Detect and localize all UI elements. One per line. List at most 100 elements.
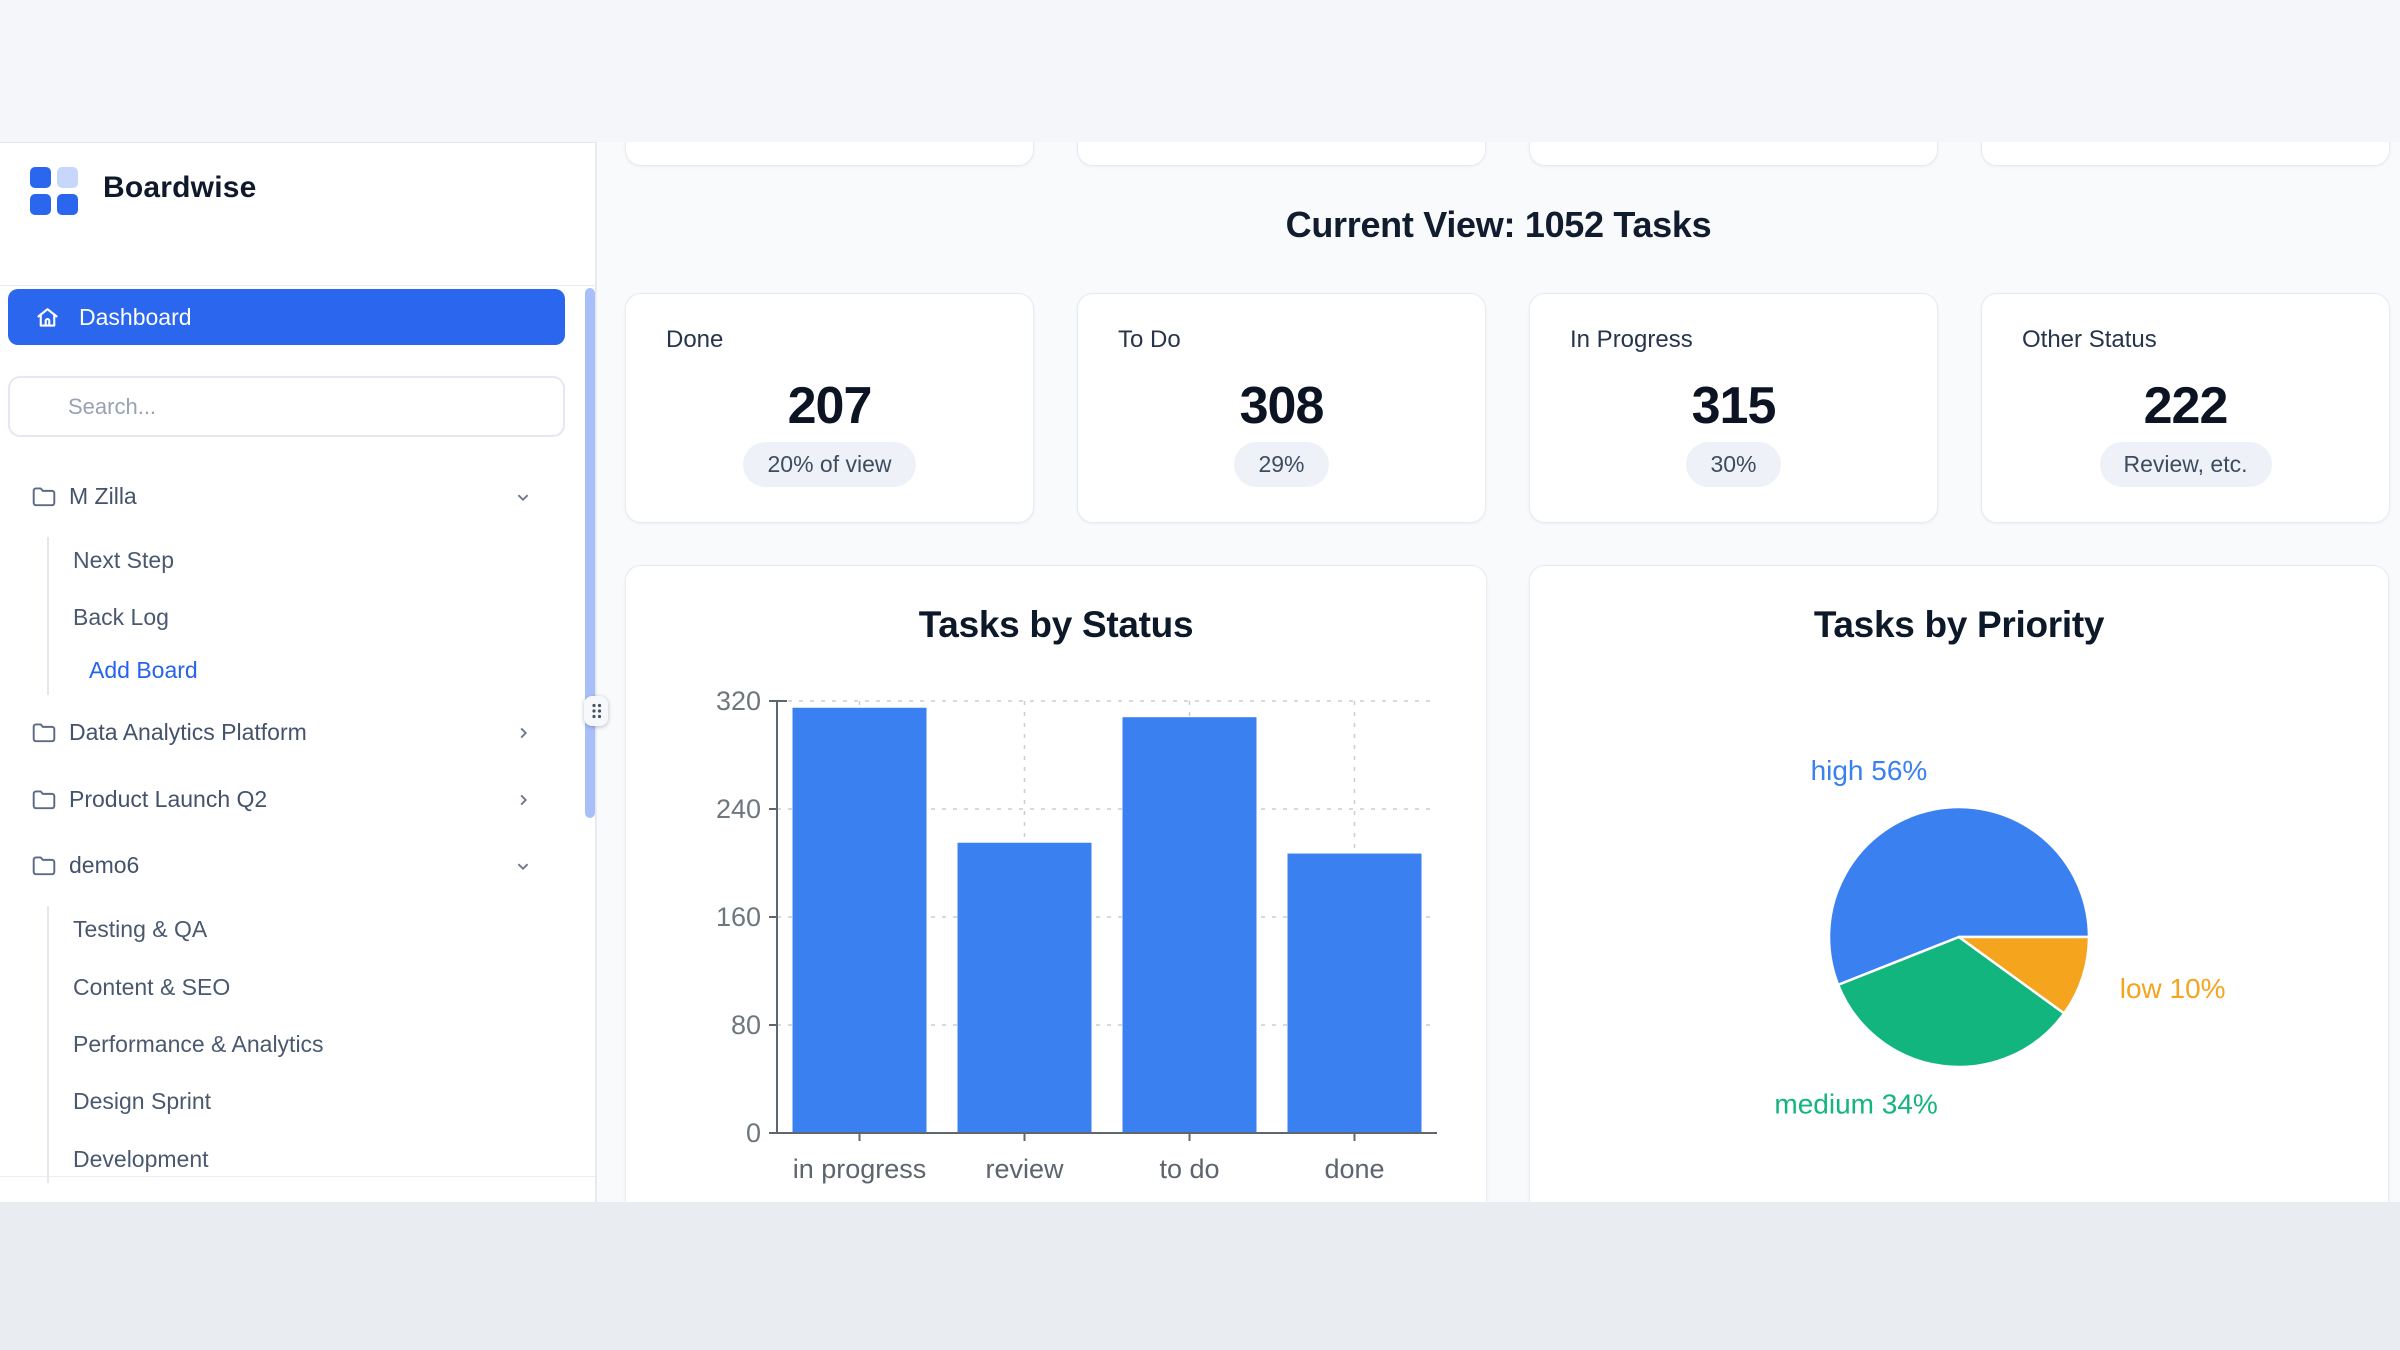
- sidebar-project-product-launch-q2[interactable]: Product Launch Q2: [0, 778, 560, 822]
- x-category-label: to do: [1159, 1154, 1219, 1184]
- stat-label: In Progress: [1570, 326, 1693, 353]
- stat-label: Done: [666, 326, 724, 353]
- page-title: Current View: 1052 Tasks: [1285, 204, 1712, 245]
- board-item-label: Content & SEO: [73, 974, 231, 1000]
- board-item-label: Design Sprint: [73, 1088, 212, 1114]
- stat-badge-wrap: 29%: [1078, 442, 1485, 487]
- x-category-label: review: [985, 1154, 1064, 1184]
- sidebar: Boardwise Dashboard M Zilla Next Step Back…: [0, 142, 596, 1202]
- stat-card-done: Done 207 20% of view: [625, 293, 1034, 523]
- sidebar-board-item-design-sprint[interactable]: Design Sprint: [0, 1080, 520, 1124]
- sidebar-board-item-development[interactable]: Development: [0, 1138, 520, 1182]
- clipped-card: [625, 142, 1034, 166]
- folder-icon: [31, 853, 57, 882]
- y-tick-label: 0: [746, 1118, 761, 1148]
- chevron-right-icon[interactable]: [512, 789, 534, 816]
- board-item-label: Development: [73, 1146, 209, 1172]
- y-tick-label: 240: [716, 794, 761, 824]
- sidebar-resize-drag-handle[interactable]: [584, 696, 608, 726]
- sidebar-board-item-performance-analytics[interactable]: Performance & Analytics: [0, 1023, 520, 1067]
- stat-card-other-status: Other Status 222 Review, etc.: [1981, 293, 2390, 523]
- stat-badge: Review, etc.: [2099, 442, 2272, 487]
- sidebar-add-board-link[interactable]: Add Board: [0, 649, 520, 693]
- folder-icon: [31, 787, 57, 816]
- dashboard-button[interactable]: Dashboard: [8, 289, 565, 345]
- clipped-card: [1529, 142, 1938, 166]
- drag-handle-dots-icon: [591, 703, 601, 719]
- x-category-label: in progress: [793, 1154, 927, 1184]
- main-content: Current View: 1052 Tasks Done 207 20% of v…: [597, 142, 2400, 1202]
- sidebar-footer-divider: [0, 1176, 595, 1177]
- x-category-label: done: [1324, 1154, 1384, 1184]
- dashboard-label: Dashboard: [79, 303, 192, 330]
- top-background-strip: [0, 0, 2400, 142]
- chevron-right-icon[interactable]: [512, 722, 534, 749]
- subitem-guide-line: [47, 537, 49, 695]
- sidebar-project-demo6[interactable]: demo6: [0, 844, 560, 888]
- brand-logo-row: Boardwise: [30, 167, 530, 217]
- bar-to-do: [1122, 717, 1257, 1133]
- y-tick-label: 80: [731, 1010, 761, 1040]
- bar-chart-title: Tasks by Status: [918, 604, 1194, 645]
- search-input[interactable]: [10, 378, 563, 435]
- board-item-label: Testing & QA: [73, 916, 208, 942]
- stat-badge: 30%: [1686, 442, 1781, 487]
- board-item-label: Next Step: [73, 547, 174, 573]
- y-tick-label: 320: [716, 686, 761, 716]
- sidebar-board-item-back-log[interactable]: Back Log: [0, 596, 520, 640]
- stat-card-in-progress: In Progress 315 30%: [1529, 293, 1938, 523]
- stat-value: 308: [1239, 377, 1325, 435]
- tasks-by-priority-card: Tasks by Priority high 56% medium 34% low …: [1529, 565, 2389, 1202]
- bar-in-progress: [792, 707, 927, 1133]
- y-tick-label: 160: [716, 902, 761, 932]
- logo-square: [30, 194, 51, 215]
- stat-badge: 29%: [1234, 442, 1329, 487]
- stat-badge-wrap: Review, etc.: [1982, 442, 2389, 487]
- pie-chart-title: Tasks by Priority: [1813, 604, 2105, 645]
- logo-square: [30, 167, 51, 188]
- home-icon: [34, 304, 61, 331]
- stat-value: 315: [1691, 377, 1777, 435]
- logo-square-light: [57, 167, 78, 188]
- tasks-by-status-bar-chart: 0 80 160 240 320 in progress review to do done: [626, 666, 1488, 1202]
- stat-badge: 20% of view: [743, 442, 916, 487]
- chevron-down-icon[interactable]: [512, 486, 534, 513]
- sidebar-scrollbar-track[interactable]: [585, 288, 595, 818]
- bar-done: [1287, 853, 1422, 1133]
- stat-badge-wrap: 20% of view: [626, 442, 1033, 487]
- brand-title: Boardwise: [103, 171, 257, 204]
- sidebar-divider: [0, 285, 595, 286]
- clipped-card: [1077, 142, 1486, 166]
- bottom-background-strip: [0, 1202, 2400, 1350]
- stat-value: 207: [787, 377, 873, 435]
- chevron-down-icon[interactable]: [512, 855, 534, 882]
- boardwise-logo-icon: [30, 167, 78, 215]
- sidebar-project-data-analytics-platform[interactable]: Data Analytics Platform: [0, 711, 560, 755]
- pie-label-high: high 56%: [1811, 755, 1928, 786]
- sidebar-board-item-testing-qa[interactable]: Testing & QA: [0, 908, 520, 952]
- tasks-by-status-card: Tasks by Status 0 80 160 240 320 in progress r…: [625, 565, 1487, 1202]
- sidebar-board-item-next-step[interactable]: Next Step: [0, 539, 520, 583]
- stat-label: To Do: [1118, 326, 1181, 353]
- pie-slice-low: [1957, 935, 2091, 1015]
- project-label: Data Analytics Platform: [69, 719, 307, 745]
- stat-badge-wrap: 30%: [1530, 442, 1937, 487]
- folder-icon: [31, 720, 57, 749]
- tasks-by-priority-pie-chart: high 56% medium 34% low 10%: [1530, 666, 2390, 1202]
- clipped-card: [1981, 142, 2390, 166]
- folder-icon: [31, 484, 57, 513]
- board-item-label: Performance & Analytics: [73, 1031, 324, 1057]
- sidebar-board-item-content-seo[interactable]: Content & SEO: [0, 966, 520, 1010]
- stat-label: Other Status: [2022, 326, 2157, 353]
- project-label: demo6: [69, 852, 140, 878]
- bar-review: [957, 842, 1092, 1133]
- pie-label-low: low 10%: [2120, 973, 2226, 1004]
- sidebar-project-m-zilla[interactable]: M Zilla: [0, 475, 560, 519]
- pie-label-medium: medium 34%: [1774, 1089, 1937, 1120]
- board-item-label: Back Log: [73, 604, 169, 630]
- subitem-guide-line: [47, 906, 49, 1183]
- project-label: Product Launch Q2: [69, 786, 268, 812]
- project-label: M Zilla: [69, 483, 137, 509]
- stat-value: 222: [2143, 377, 2229, 435]
